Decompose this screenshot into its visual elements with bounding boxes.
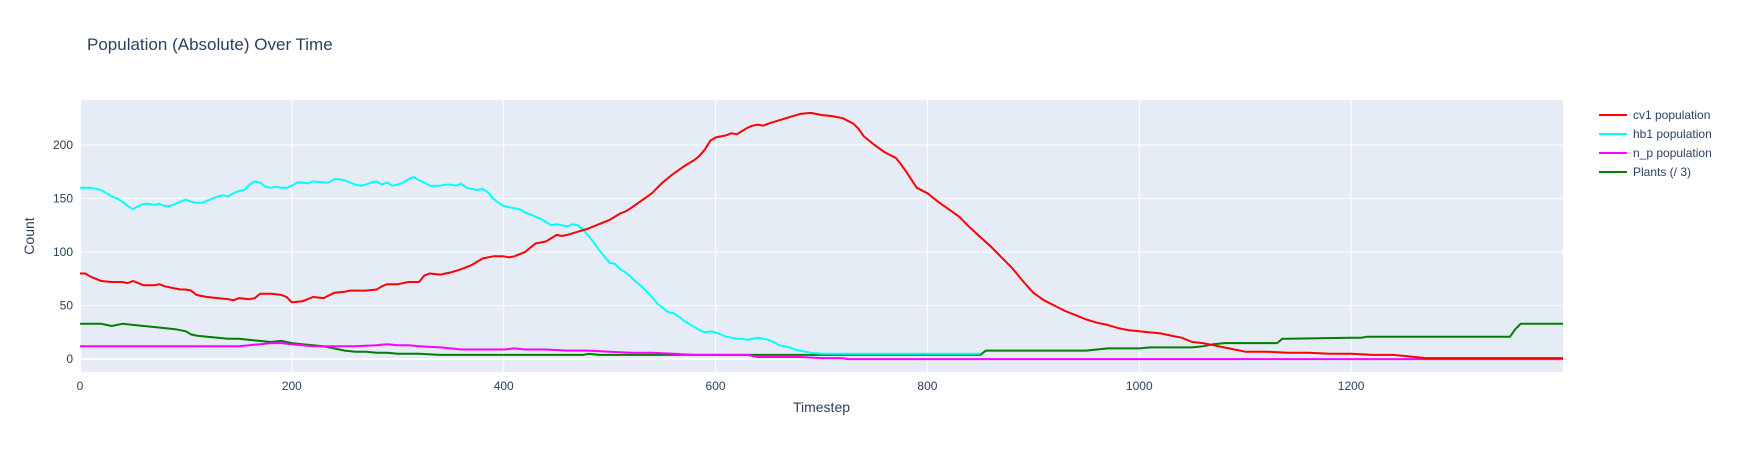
plot-area [80,100,1563,372]
legend-label: Plants (/ 3) [1633,165,1691,179]
series-line-0 [80,111,1563,360]
axis-ticks: 0 200 400 600 800 1000 1200 0 50 100 150 200 [53,138,1365,393]
x-tick-label: 800 [917,379,937,393]
y-axis-title: Count [21,217,37,254]
series-line-3 [80,322,1563,356]
y-tick-label: 200 [53,138,73,152]
x-tick-label: 400 [494,379,514,393]
legend: cv1 population hb1 population n_p populati… [1599,108,1712,179]
y-tick-label: 150 [53,192,73,206]
y-tick-label: 50 [60,299,74,313]
x-tick-label: 0 [77,379,84,393]
legend-label: n_p population [1633,146,1712,160]
x-tick-label: 1000 [1126,379,1153,393]
series-line-1 [80,176,981,355]
series-line-2 [80,342,1563,361]
gridlines [79,100,1563,372]
y-tick-label: 100 [53,245,73,259]
y-tick-label: 0 [66,352,73,366]
legend-label: hb1 population [1633,127,1712,141]
legend-label: cv1 population [1633,108,1710,122]
x-tick-label: 1200 [1338,379,1365,393]
series-lines [80,111,1563,361]
x-tick-label: 600 [706,379,726,393]
chart-title: Population (Absolute) Over Time [87,35,333,54]
x-tick-label: 200 [282,379,302,393]
x-axis-title: Timestep [793,399,850,415]
